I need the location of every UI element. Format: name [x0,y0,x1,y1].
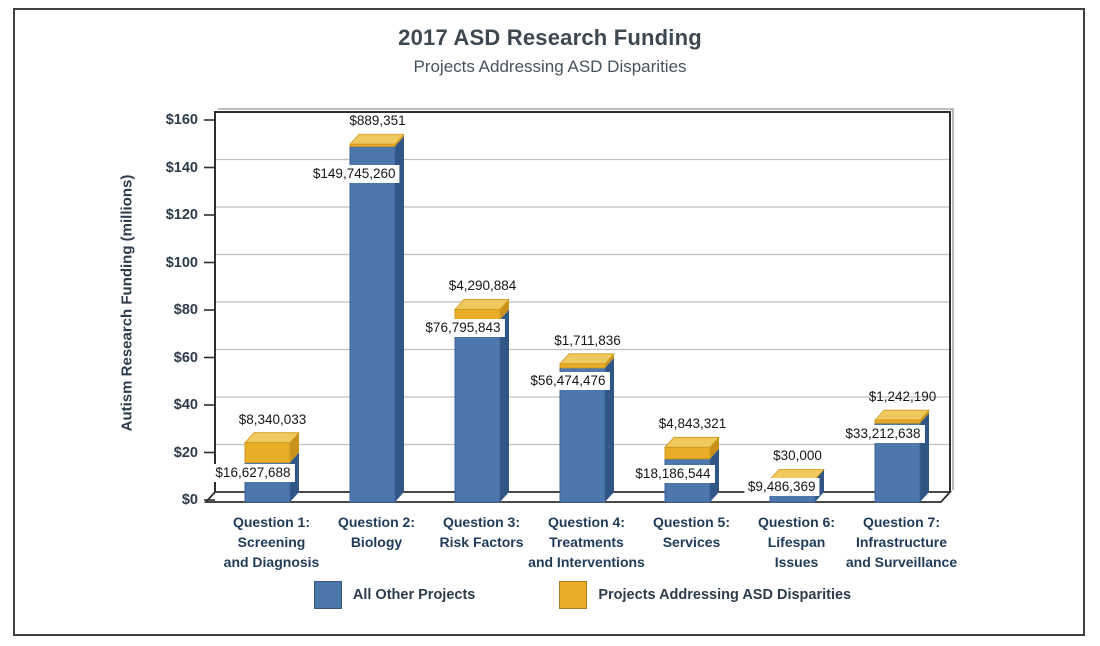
bar-4-yellow-front [559,363,606,369]
bar-5-blue-side [710,448,719,502]
bar-2-top [349,133,405,145]
bar-3-top [454,299,510,310]
bar-1-yellow-front [244,442,291,464]
bar-3-blue-front [454,319,501,503]
legend: All Other Projects Projects Addressing A… [215,581,950,609]
bar-5-yellow-side [710,437,719,459]
legend-label-asd-disparities: Projects Addressing ASD Disparities [598,587,852,603]
bar-4-top [559,353,615,365]
bar-7-yellow-side [920,410,929,424]
bar-1-yellow-side [290,432,299,463]
bar-7-top [874,409,930,421]
bar-4-blue-front [559,367,606,503]
chart-title: 2017 ASD Research Funding [398,25,702,50]
legend-label-all-other-projects: All Other Projects [352,587,476,603]
bar-2-yellow-front [349,143,396,147]
bar-4-blue-side [605,357,614,502]
bar-2-blue-front [349,145,396,503]
legend-item-all-other-projects: All Other Projects [313,581,476,609]
legend-item-asd-disparities: Projects Addressing ASD Disparities [559,581,851,609]
bar-6-top [769,468,825,480]
legend-swatch-yellow-icon [559,581,588,609]
bar-7-blue-side [920,413,929,502]
bar-4-yellow-side [605,353,614,368]
bar-3-yellow-side [500,299,509,320]
bar-2-blue-side [395,136,404,502]
legend-swatch-blue-icon [313,581,342,609]
bar-3-yellow-front [454,308,501,321]
chart-subtitle: Projects Addressing ASD Disparities [413,57,687,76]
bar-5-blue-front [664,458,711,503]
wall-shadow [218,108,954,490]
bar-6-blue-front [769,478,816,503]
bar-7-blue-front [874,422,921,503]
outer-border [13,8,1085,636]
bar-7-yellow-front [874,419,921,424]
wall-border [214,111,951,492]
bar-1-blue-front [244,462,291,503]
bar-5-yellow-front [664,446,711,460]
bar-5-top [664,436,720,448]
bar-1-top [244,432,300,444]
bar-3-blue-side [500,309,509,502]
